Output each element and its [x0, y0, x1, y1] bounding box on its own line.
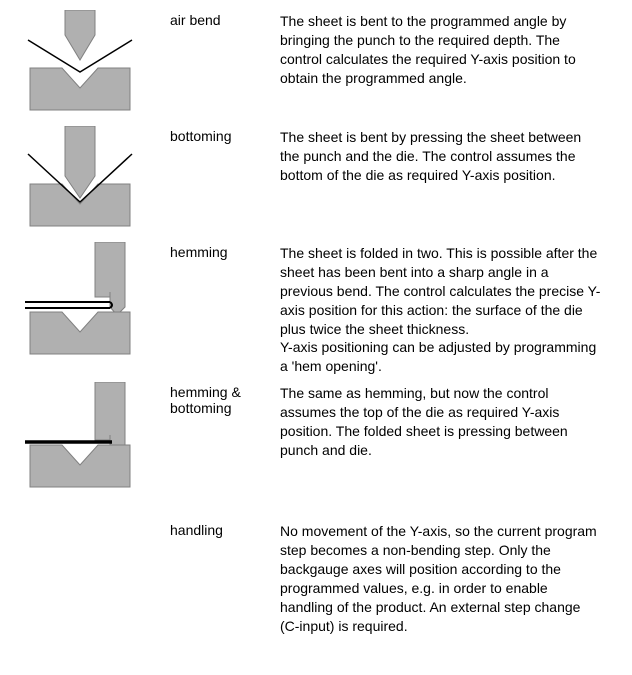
label-hemming: hemming	[170, 242, 280, 260]
desc-handling: No movement of the Y-axis, so the curren…	[280, 520, 622, 635]
label-air-bend: air bend	[170, 10, 280, 28]
desc-air-bend: The sheet is bent to the programmed angl…	[280, 10, 622, 88]
entry-air-bend: air bend The sheet is bent to the progra…	[10, 10, 622, 120]
label-handling: handling	[170, 520, 280, 538]
diagram-air-bend	[10, 10, 170, 120]
entry-handling: handling No movement of the Y-axis, so t…	[10, 520, 622, 635]
label-hemming-bottoming: hemming & bottoming	[170, 382, 280, 416]
desc-hemming-bottoming: The same as hemming, but now the control…	[280, 382, 622, 460]
diagram-bottoming	[10, 126, 170, 236]
entry-hemming: hemming The sheet is folded in two. This…	[10, 242, 622, 376]
label-bottoming: bottoming	[170, 126, 280, 144]
desc-hemming: The sheet is folded in two. This is poss…	[280, 242, 622, 376]
diagram-hemming	[10, 242, 170, 372]
entry-bottoming: bottoming The sheet is bent by pressing …	[10, 126, 622, 236]
diagram-hemming-bottoming	[10, 382, 170, 502]
desc-bottoming: The sheet is bent by pressing the sheet …	[280, 126, 622, 185]
entry-hemming-bottoming: hemming & bottoming The same as hemming,…	[10, 382, 622, 502]
